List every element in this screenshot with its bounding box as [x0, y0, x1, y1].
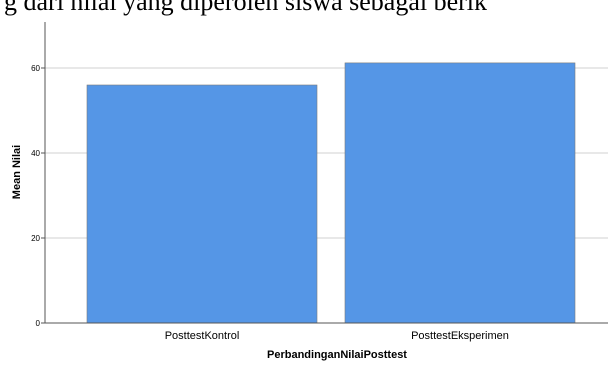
x-tick-label-PosttestKontrol: PosttestKontrol: [165, 330, 240, 342]
y-tick-labels: 0 20 40 60: [31, 64, 45, 328]
y-tick-label-40: 40: [31, 149, 40, 158]
y-tick-label-0: 0: [36, 319, 41, 328]
y-tick-label-20: 20: [31, 234, 40, 243]
y-tick-label-60: 60: [31, 64, 40, 73]
cropped-caption-text: g dari nilai yang diperoleh siswa sebaga…: [4, 0, 488, 16]
y-axis-title: Mean Nilai: [11, 145, 23, 199]
bar-PosttestKontrol: [86, 84, 318, 324]
x-axis-title: PerbandinganNilaiPosttest: [267, 349, 407, 361]
bars: [86, 62, 576, 324]
x-tick-label-PosttestEksperimen: PosttestEksperimen: [411, 330, 509, 342]
x-tick-labels: PosttestKontrol PosttestEksperimen: [165, 330, 509, 342]
bar-PosttestEksperimen: [344, 62, 576, 324]
